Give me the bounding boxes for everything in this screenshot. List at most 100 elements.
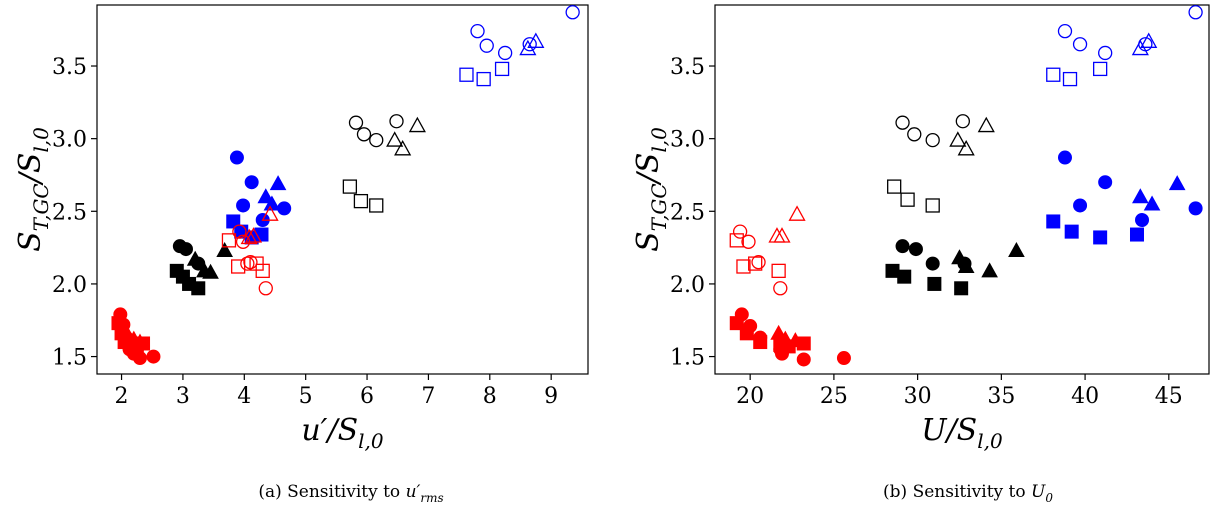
open-red-triangle-marker	[244, 227, 263, 243]
x-axis-label: U/Sl,0	[921, 413, 1003, 453]
open-black-triangle-marker	[394, 140, 412, 156]
open-blue-circle-marker	[522, 37, 537, 52]
open-black-circle-marker	[389, 114, 404, 129]
open-red-square-marker	[736, 259, 751, 274]
open-black-triangle-marker	[408, 116, 426, 133]
filled-red-circle-marker	[774, 346, 789, 361]
filled-black-triangle-marker	[1008, 242, 1025, 257]
y-axis-label: ST,GC/Sl,0	[631, 127, 671, 252]
x-tick-label: 20	[736, 384, 764, 409]
open-black-square-marker	[887, 179, 902, 194]
filled-blue-triangle-marker	[1143, 195, 1161, 211]
x-tick-label: 8	[483, 384, 497, 409]
plot-frame	[714, 4, 1210, 375]
filled-black-circle-marker	[925, 256, 940, 271]
open-red-square-marker	[221, 233, 237, 248]
open-blue-circle-marker	[1057, 23, 1073, 39]
open-blue-square-marker	[1046, 67, 1061, 82]
filled-black-triangle-marker	[186, 250, 204, 266]
open-black-triangle-marker	[386, 131, 404, 147]
filled-red-circle-marker	[753, 330, 768, 345]
open-black-circle-marker	[369, 132, 384, 148]
open-blue-triangle-marker	[527, 32, 545, 48]
open-red-circle-marker	[243, 254, 258, 270]
open-red-circle-marker	[232, 224, 247, 239]
filled-blue-circle-marker	[1188, 201, 1203, 216]
y-tick-label: 1.5	[670, 346, 705, 371]
open-blue-circle-marker	[1098, 45, 1113, 61]
filled-red-circle-marker	[743, 319, 758, 334]
filled-red-circle-marker	[796, 352, 811, 367]
filled-black-triangle-marker	[202, 263, 219, 279]
filled-blue-triangle-marker	[1168, 175, 1186, 191]
open-black-circle-marker	[356, 127, 372, 142]
x-tick-label: 7	[421, 384, 435, 409]
open-red-circle-marker	[751, 254, 766, 270]
x-tick-label: 30	[904, 384, 932, 409]
open-blue-square-marker	[494, 61, 510, 77]
x-tick-label: 9	[544, 384, 558, 409]
open-red-square-marker	[771, 263, 786, 279]
filled-blue-triangle-marker	[257, 188, 275, 204]
filled-blue-square-marker	[1129, 227, 1144, 242]
y-tick-label: 2.5	[670, 200, 705, 225]
panel-a: 2 3 4 5 6 7 8 9 1.5 2.0 2.5 3.0 3.5 u′/Sl,0 ST,GC/Sl,0…	[13, 4, 589, 505]
filled-black-triangle-marker	[981, 262, 998, 278]
filled-black-circle-marker	[178, 242, 193, 257]
open-black-circle-marker	[907, 127, 922, 142]
open-red-triangle-marker	[788, 205, 806, 221]
open-blue-circle-marker	[565, 5, 580, 20]
open-blue-triangle-marker	[1140, 32, 1158, 48]
open-red-triangle-marker	[261, 205, 279, 221]
open-black-square-marker	[342, 179, 358, 194]
y-tick-label: 2.0	[52, 273, 87, 298]
filled-blue-triangle-marker	[1132, 188, 1149, 204]
filled-red-circle-marker	[734, 307, 749, 322]
x-tick-label: 25	[820, 384, 848, 409]
panel-caption: (b) Sensitivity to U0	[883, 482, 1053, 505]
filled-red-triangle-marker	[131, 333, 149, 349]
filled-black-square-marker	[885, 263, 900, 278]
open-black-circle-marker	[895, 115, 910, 130]
filled-blue-circle-marker	[1073, 198, 1088, 213]
x-tick-label: 45	[1155, 384, 1183, 409]
filled-blue-circle-marker	[1135, 213, 1150, 228]
filled-blue-square-marker	[1093, 230, 1108, 245]
y-tick-label: 1.5	[52, 346, 87, 371]
open-blue-square-marker	[1093, 61, 1108, 77]
open-red-square-marker	[231, 259, 246, 274]
open-black-triangle-marker	[977, 116, 995, 133]
plot-frame	[96, 4, 589, 375]
y-tick-label: 3.5	[670, 55, 705, 80]
open-blue-circle-marker	[470, 23, 485, 39]
filled-blue-square-marker	[1046, 214, 1061, 229]
open-red-circle-marker	[741, 234, 756, 249]
x-tick-label: 6	[360, 384, 374, 409]
x-tick-label: 5	[299, 384, 313, 409]
filled-red-circle-marker	[836, 351, 851, 366]
filled-blue-circle-marker	[1098, 175, 1113, 190]
open-red-triangle-marker	[240, 228, 258, 245]
filled-red-triangle-marker	[777, 330, 794, 346]
x-tick-label: 40	[1071, 384, 1099, 409]
open-blue-circle-marker	[479, 38, 494, 53]
open-blue-circle-marker	[1072, 37, 1088, 52]
filled-black-triangle-marker	[957, 257, 975, 273]
y-tick-label: 2.0	[670, 273, 705, 298]
filled-red-triangle-marker	[787, 332, 804, 348]
panel-b: 20 25 30 35 40 45 1.5 2.0 2.5 3.0 3.5 U/Sl,0 ST,GC/S…	[631, 4, 1210, 505]
filled-blue-circle-marker	[236, 198, 251, 213]
filled-black-square-marker	[927, 276, 942, 291]
open-blue-square-marker	[1062, 71, 1078, 87]
open-red-triangle-marker	[768, 227, 786, 243]
filled-red-circle-marker	[132, 351, 147, 366]
panel-caption: (a) Sensitivity to u′rms	[258, 482, 443, 505]
y-tick-label: 2.5	[52, 200, 87, 225]
open-red-circle-marker	[258, 281, 273, 296]
filled-blue-circle-marker	[229, 150, 244, 165]
filled-black-square-marker	[954, 281, 969, 296]
open-black-square-marker	[925, 198, 940, 213]
filled-black-triangle-marker	[216, 242, 233, 257]
y-tick-label: 3.0	[670, 128, 705, 153]
